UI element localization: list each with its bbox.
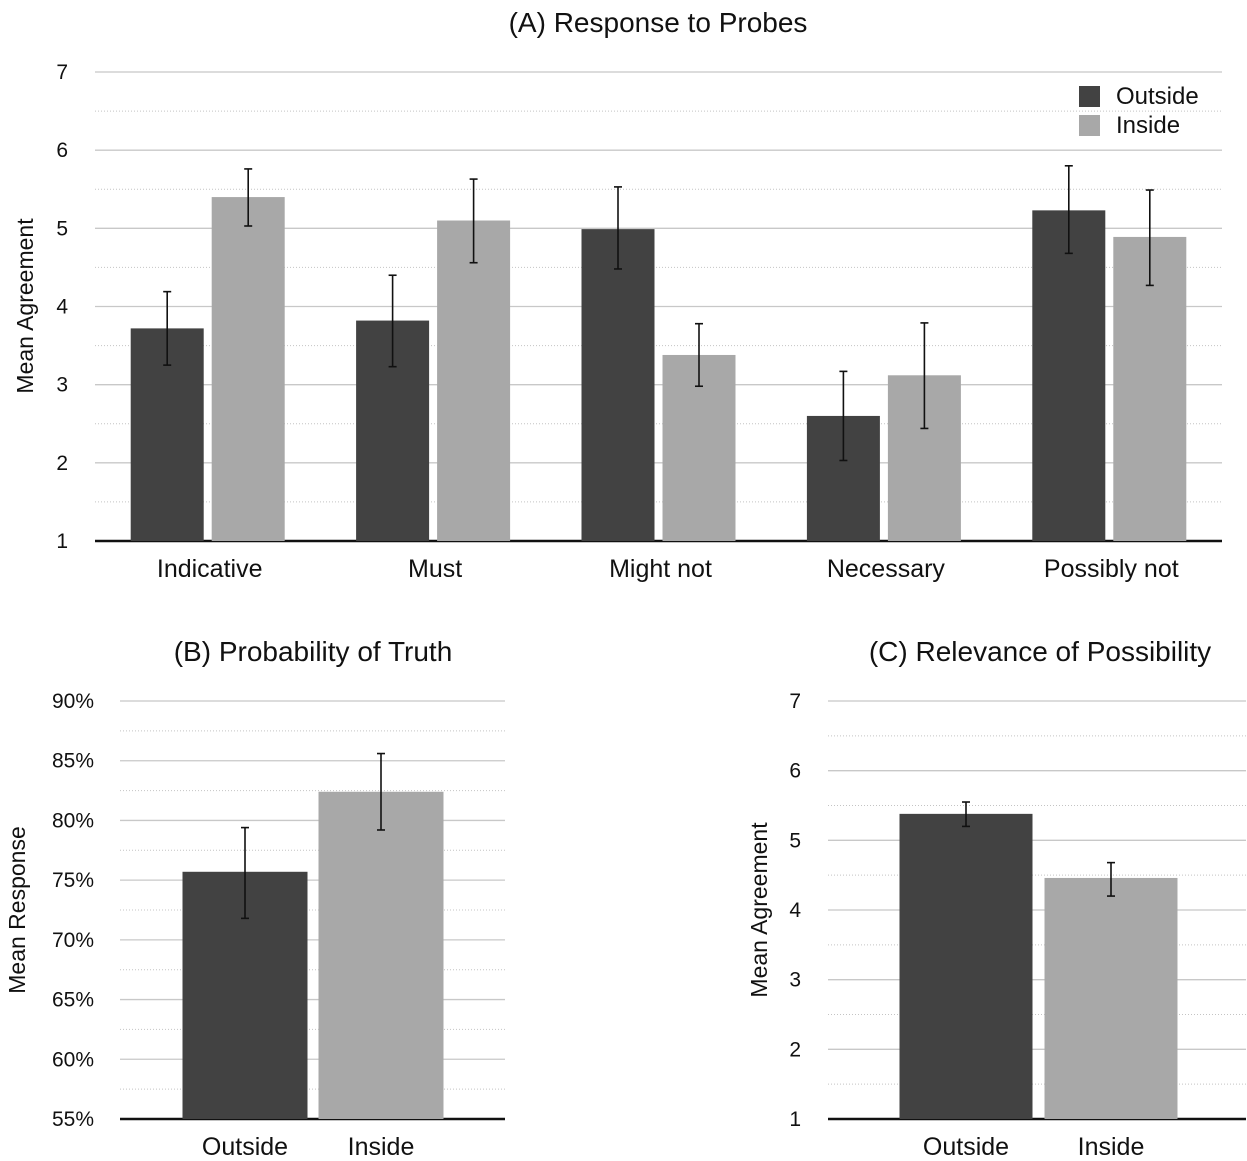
panel-b-category-labels: Outside Inside [202,1133,414,1161]
c-y-tick-label: 2 [789,1038,801,1061]
bar-inside-must [437,220,511,541]
category-label: Inside [348,1133,415,1161]
c-y-tick-label: 4 [789,899,801,922]
a-y-tick-label: 3 [56,374,68,397]
a-y-tick-label: 5 [56,217,68,240]
panel-a-y-ticks: 1 2 3 4 5 6 7 [56,61,68,553]
b-y-tick-label: 85% [52,750,94,773]
category-label: Necessary [827,555,946,583]
panel-c-relevance-of-possibility: (C) Relevance of Possibility Mean Agreem… [746,636,1246,1161]
b-y-tick-label: 70% [52,929,94,952]
a-y-tick-label: 2 [56,452,68,475]
panel-b-probability-of-truth: (B) Probability of Truth Mean Response 5… [4,636,505,1161]
panel-a-response-to-probes: (A) Response to Probes Mean Agreement 1 2… [12,7,1222,583]
legend-label-inside: Inside [1116,112,1180,139]
a-y-tick-label: 4 [56,296,68,319]
panel-a-category-labels: Indicative Must Might not Necessary Possibly… [157,555,1179,583]
category-label: Must [408,555,462,583]
bar-inside-possibly-not [1113,236,1187,541]
panel-a-error-bars [163,165,1154,462]
c-y-tick-label: 3 [789,969,801,992]
b-y-tick-label: 90% [52,690,94,713]
b-y-tick-label: 75% [52,869,94,892]
b-y-tick-label: 55% [52,1108,94,1131]
panel-b-bars [182,791,444,1119]
c-y-tick-label: 7 [789,690,801,713]
legend: Outside Inside [1079,83,1199,139]
panel-b-error-bars [241,752,385,920]
category-label: Indicative [157,555,263,583]
panel-b-y-ticks: 55% 60% 65% 70% 75% 80% 85% 90% [52,690,94,1131]
panel-a-y-axis-label: Mean Agreement [12,218,38,394]
panel-c-bars [899,813,1178,1119]
panel-a-title: (A) Response to Probes [509,7,808,38]
b-y-tick-label: 60% [52,1048,94,1071]
panel-b-gridlines [120,700,505,1121]
panel-c-title: (C) Relevance of Possibility [869,636,1211,667]
c-y-tick-label: 6 [789,760,801,783]
panel-a-bars [130,197,1187,542]
bar-outside-possibly-not [1032,210,1106,542]
bar-outside [899,813,1033,1119]
category-label: Inside [1078,1133,1145,1161]
a-y-tick-label: 6 [56,139,68,162]
bar-inside [1044,877,1178,1119]
bar-inside [318,791,444,1119]
panel-c-gridlines [828,700,1246,1121]
panel-c-error-bars [962,801,1115,897]
legend-label-outside: Outside [1116,83,1199,110]
bar-outside-might-not [581,229,655,542]
panel-c-y-ticks: 1 2 3 4 5 6 7 [789,690,801,1131]
legend-swatch-inside [1079,115,1100,136]
panel-c-category-labels: Outside Inside [923,1133,1144,1161]
legend-swatch-outside [1079,86,1100,107]
b-y-tick-label: 80% [52,809,94,832]
a-y-tick-label: 7 [56,61,68,84]
panel-c-y-axis-label: Mean Agreement [746,822,772,998]
c-y-tick-label: 5 [789,829,801,852]
category-label: Possibly not [1044,555,1179,583]
category-label: Might not [609,555,712,583]
panel-b-title: (B) Probability of Truth [174,636,453,667]
b-y-tick-label: 65% [52,989,94,1012]
a-y-tick-label: 1 [56,530,68,553]
category-label: Outside [202,1133,288,1161]
category-label: Outside [923,1133,1009,1161]
c-y-tick-label: 1 [789,1108,801,1131]
bar-inside-indicative [211,197,285,542]
panel-b-y-axis-label: Mean Response [4,826,30,994]
